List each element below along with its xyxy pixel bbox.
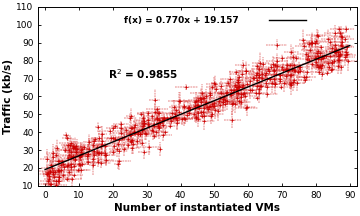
Y-axis label: Traffic (kb/s): Traffic (kb/s) bbox=[4, 59, 13, 134]
X-axis label: Number of instantiated VMs: Number of instantiated VMs bbox=[114, 203, 280, 213]
Text: f(x) = 0.770x + 19.157: f(x) = 0.770x + 19.157 bbox=[124, 16, 239, 25]
Text: R$^2$ = 0.9855: R$^2$ = 0.9855 bbox=[108, 67, 179, 81]
